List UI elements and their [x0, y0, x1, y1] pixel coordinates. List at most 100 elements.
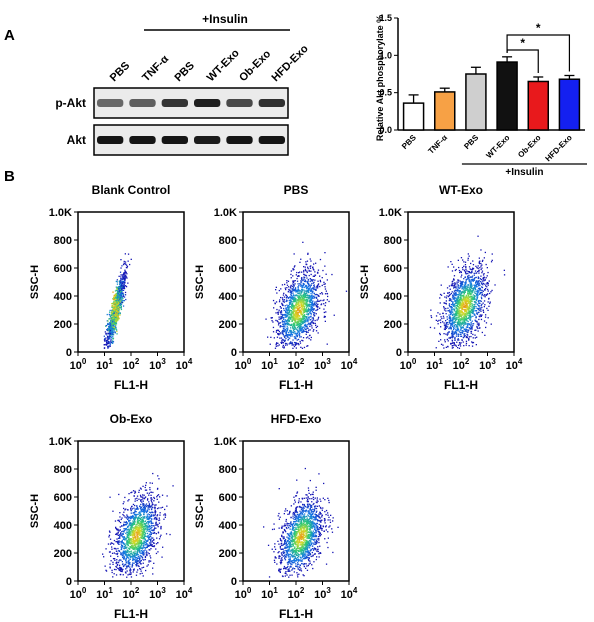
flow-x-tick-label: 100 [235, 586, 252, 601]
blot-row-label: Akt [67, 133, 86, 147]
flow-y-tick-label: 800 [219, 235, 237, 247]
flow-y-tick-label: 200 [384, 319, 402, 331]
blot-band [258, 99, 285, 107]
bar [402, 102, 425, 131]
flow-x-tick-label: 104 [506, 357, 523, 372]
flow-x-tick-label: 103 [314, 357, 331, 372]
blot-band [161, 99, 188, 107]
flow-x-tick-label: 104 [176, 357, 193, 372]
blot-band [226, 99, 253, 107]
panel-b-label: B [4, 168, 15, 185]
flow-y-tick-label: 400 [54, 520, 72, 532]
flow-plot-title: Ob-Exo [110, 412, 153, 426]
flow-y-tick-label: 600 [54, 263, 72, 275]
flow-x-tick-label: 102 [288, 586, 305, 601]
flow-y-tick-label: 400 [384, 291, 402, 303]
bar-y-axis-label: Relative Akt phosphorylate % [375, 15, 385, 141]
flow-plot: Ob-Exo 0 200 400 600 800 1.0K SSC-H 100 101 102 103… [29, 412, 193, 621]
flow-y-tick-label: 1.0K [49, 436, 72, 448]
flow-y-tick-label: 400 [219, 291, 237, 303]
flow-y-tick-label: 600 [54, 492, 72, 504]
flow-plot-frame [77, 211, 185, 353]
flow-y-tick-label: 1.0K [379, 207, 402, 219]
blot-band [194, 99, 221, 107]
blot-lane-label: TNF-α [140, 53, 171, 84]
flow-density-points [429, 235, 506, 349]
flow-x-tick-label: 101 [261, 586, 278, 601]
flow-x-tick-label: 100 [70, 586, 87, 601]
significance-star: * [520, 36, 525, 50]
western-blot: +Insulin PBS TNF-α PBS WT-ExoOb-ExoHFD-Exo … [55, 12, 311, 156]
flow-x-tick-label: 100 [400, 357, 417, 372]
bar-category-label: TNF-α [426, 133, 449, 156]
flow-plot-frame [242, 211, 350, 353]
flow-y-tick-label: 0 [231, 347, 237, 359]
flow-y-tick-label: 400 [219, 520, 237, 532]
flow-x-tick-label: 102 [123, 586, 140, 601]
flow-y-tick-label: 600 [384, 263, 402, 275]
flow-cytometry-plots: Blank Control 0 200 400 600 800 1.0K SSC-H 100 10… [29, 183, 523, 621]
bar-category-label: HFD-Exo [544, 133, 574, 163]
blot-lane-label: PBS [108, 60, 132, 84]
flow-y-tick-label: 800 [219, 464, 237, 476]
flow-plot-title: WT-Exo [439, 183, 483, 197]
blot-band [97, 136, 124, 144]
blot-band [129, 136, 156, 144]
flow-x-tick-label: 101 [96, 586, 113, 601]
flow-y-axis-label: SSC-H [29, 265, 41, 299]
blot-row-label: p-Akt [55, 96, 86, 110]
flow-x-axis-label: FL1-H [444, 378, 478, 392]
flow-plot: WT-Exo 0 200 400 600 800 1.0K SSC-H 100 101 102 103… [359, 183, 523, 392]
bar [527, 80, 549, 131]
bar [434, 91, 456, 131]
flow-y-tick-label: 0 [396, 347, 402, 359]
flow-y-tick-label: 200 [54, 319, 72, 331]
significance-star: * [536, 21, 541, 35]
bar-y-tick-label: 0.0 [379, 125, 392, 135]
flow-y-tick-label: 800 [54, 464, 72, 476]
flow-plot: HFD-Exo 0 200 400 600 800 1.0K SSC-H 100 101 102 10… [194, 412, 358, 621]
flow-y-tick-label: 600 [219, 263, 237, 275]
flow-x-tick-label: 102 [288, 357, 305, 372]
flow-x-tick-label: 103 [314, 586, 331, 601]
flow-plot-title: Blank Control [92, 183, 171, 197]
blot-band [97, 99, 124, 107]
bar [496, 61, 518, 131]
flow-plot: PBS 0 200 400 600 800 1.0K SSC-H 100 101 102 103 104… [194, 183, 358, 392]
flow-y-tick-label: 0 [66, 576, 72, 588]
flow-x-tick-label: 103 [479, 357, 496, 372]
bar-category-label: Ob-Exo [516, 133, 543, 160]
bar-y-tick-label: 1.0 [379, 50, 392, 60]
blot-band [129, 99, 156, 107]
flow-x-axis-label: FL1-H [279, 378, 313, 392]
flow-density-points [263, 467, 339, 578]
significance-bracket [506, 34, 571, 72]
blot-strip [93, 87, 289, 119]
blot-lane-label: Ob-Exo [237, 48, 273, 84]
flow-y-tick-label: 600 [219, 492, 237, 504]
flow-y-tick-label: 0 [231, 576, 237, 588]
flow-plot-title: PBS [284, 183, 309, 197]
panel-a-label: A [4, 27, 15, 44]
flow-y-axis-label: SSC-H [29, 494, 41, 528]
blot-band [226, 136, 253, 144]
flow-y-tick-label: 800 [54, 235, 72, 247]
flow-y-tick-label: 1.0K [214, 436, 237, 448]
flow-density-points [103, 253, 132, 349]
flow-y-tick-label: 200 [54, 548, 72, 560]
bar-insulin-label: +Insulin [505, 167, 543, 178]
flow-x-tick-label: 102 [123, 357, 140, 372]
blot-lane-label: HFD-Exo [269, 43, 311, 85]
blot-lane-label: WT-Exo [205, 47, 242, 84]
flow-y-tick-label: 800 [384, 235, 402, 247]
flow-density-points [265, 241, 348, 349]
flow-x-tick-label: 104 [176, 586, 193, 601]
bar-category-label: PBS [400, 133, 418, 151]
blot-band [161, 136, 188, 144]
flow-plot-title: HFD-Exo [271, 412, 322, 426]
flow-x-axis-label: FL1-H [279, 607, 313, 621]
flow-x-axis-label: FL1-H [114, 607, 148, 621]
